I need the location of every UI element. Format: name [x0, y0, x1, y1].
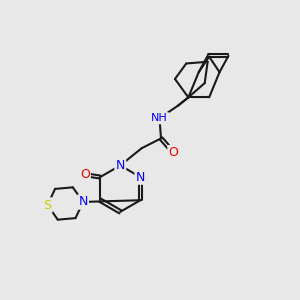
Text: NH: NH [151, 113, 168, 123]
Text: S: S [44, 199, 52, 212]
Text: O: O [169, 146, 178, 159]
Text: N: N [136, 170, 145, 184]
Text: N: N [78, 195, 88, 208]
Text: N: N [116, 159, 125, 172]
Text: O: O [80, 168, 90, 181]
